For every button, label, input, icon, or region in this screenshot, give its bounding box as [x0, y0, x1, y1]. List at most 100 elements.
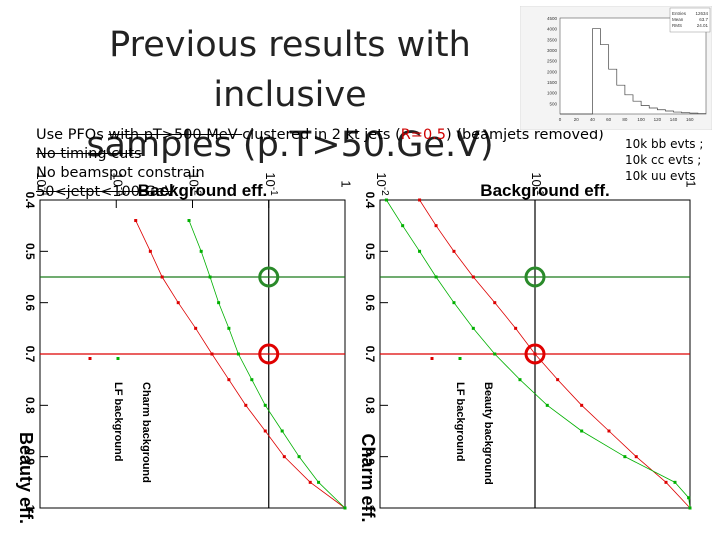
histogram-y-tick: 3000 — [547, 48, 558, 53]
data-point — [580, 403, 584, 407]
efficiency-tick-label: 0.4 — [363, 192, 377, 209]
histogram-x-tick: 140 — [670, 117, 678, 122]
background-tick-label: 1 — [339, 180, 354, 187]
efficiency-axis-title: Beauty eff. — [16, 432, 36, 524]
histogram-stat-value: 24.01 — [697, 23, 709, 28]
histogram-y-tick: 2000 — [547, 69, 558, 74]
histogram-x-tick: 80 — [622, 117, 628, 122]
histogram-y-tick: 500 — [549, 101, 557, 106]
histogram-stat-name: Entries — [672, 11, 687, 16]
notes-text: clustered in 2 kt jets ( — [242, 127, 401, 143]
title-line-1: Previous results with inclusive — [109, 25, 471, 115]
data-point — [493, 301, 497, 305]
legend-marker — [430, 357, 434, 360]
efficiency-tick-label: 0.7 — [23, 346, 37, 363]
data-point — [236, 352, 240, 356]
series-line-beauty-background — [386, 199, 691, 509]
histogram-bars — [560, 28, 706, 115]
notes-line-3: No beamspot constrain — [36, 165, 205, 181]
efficiency-axis-title: Charm eff. — [358, 433, 378, 522]
data-point — [308, 480, 312, 484]
histogram-stat-value: 12634 — [695, 11, 708, 16]
efficiency-tick-label: 1 — [23, 505, 37, 512]
data-point — [176, 301, 180, 305]
data-point — [580, 429, 584, 433]
efficiency-tick-label: 0.6 — [363, 294, 377, 311]
data-point — [217, 301, 221, 305]
notes-text: Use PFOs — [36, 127, 109, 143]
legend-marker — [458, 357, 462, 360]
histogram-x-tick: 0 — [559, 117, 562, 122]
data-point — [434, 224, 438, 228]
data-point — [518, 378, 522, 382]
background-tick-label: 10-1 — [262, 172, 279, 196]
data-point — [401, 224, 405, 228]
data-point — [208, 275, 212, 279]
histogram-stats-box — [669, 7, 711, 33]
background-tick-label: 10-2 — [186, 172, 203, 196]
efficiency-panel-2: 0.4 0.5 0.6 0.7 0.8 0.9 1 10-2 10-1 1 Background e… — [358, 172, 699, 522]
data-point — [533, 352, 537, 356]
data-point — [452, 249, 456, 253]
notes-text: ) (beamjets removed) — [446, 127, 604, 143]
histogram-y-tick: 3500 — [547, 37, 558, 42]
sample-sizes: 10k bb evts ; 10k cc evts ; 10k uu evts — [625, 136, 703, 184]
data-point — [187, 219, 191, 223]
sample-size-cc: 10k cc evts ; — [625, 153, 702, 167]
radius-value: R=0.5 — [400, 127, 447, 143]
working-point-marker — [258, 266, 280, 288]
legend-marker — [88, 357, 92, 360]
data-point — [199, 249, 203, 253]
data-point — [244, 403, 248, 407]
background-axis-title: Background eff. — [138, 181, 267, 200]
data-point — [297, 455, 301, 459]
sample-size-uu: 10k uu evts — [625, 169, 696, 183]
title-line-2: samples (p.T>50.Ge.V) — [86, 125, 494, 165]
histogram-x-tick: 120 — [654, 117, 662, 122]
data-point — [343, 506, 347, 510]
data-point — [317, 480, 321, 484]
series-line-lf-background — [135, 220, 346, 509]
legend-label: LF background — [454, 382, 466, 461]
data-point — [418, 198, 422, 202]
data-point — [673, 480, 677, 484]
data-point — [623, 455, 627, 459]
data-point — [210, 352, 214, 356]
efficiency-tick-label: 0.9 — [363, 448, 377, 465]
efficiency-panel-1: 0.4 0.5 0.6 0.7 0.8 0.9 1 10-4 10-3 10-2 10-1 1 Back… — [16, 172, 354, 524]
background-tick-label: 10-2 — [374, 172, 391, 196]
histogram-y-tick: 1500 — [547, 80, 558, 85]
histogram-x-tick: 160 — [686, 117, 694, 122]
working-point-marker — [258, 343, 280, 365]
background-axis-title: Background eff. — [480, 181, 609, 200]
data-point — [148, 249, 152, 253]
histogram-x-tick: 40 — [590, 117, 596, 122]
working-point-marker — [524, 266, 546, 288]
data-point — [282, 455, 286, 459]
efficiency-tick-label: 0.4 — [23, 192, 37, 209]
data-point — [384, 198, 388, 202]
efficiency-tick-label: 0.8 — [363, 397, 377, 414]
histogram-x-tick: 60 — [606, 117, 612, 122]
histogram-x-tick: 100 — [637, 117, 645, 122]
data-point — [514, 326, 518, 330]
data-point — [227, 378, 231, 382]
background-tick-label: 1 — [684, 180, 699, 187]
data-point — [607, 429, 611, 433]
efficiency-tick-label: 0.8 — [23, 397, 37, 414]
histogram-stat-name: Mean — [672, 17, 684, 22]
jet-pt-histogram: 500 1000 1500 2000 2500 3000 3500 4000 4500 0 20 40… — [520, 6, 712, 130]
notes-line-2: No timing cuts — [36, 146, 142, 162]
data-point — [687, 496, 691, 500]
series-line-charm-background — [188, 220, 346, 509]
data-point — [194, 326, 198, 330]
data-point — [471, 275, 475, 279]
efficiency-tick-label: 0.6 — [23, 294, 37, 311]
analysis-notes: Use PFOs with pT>500 MeV clustered in 2 … — [36, 126, 604, 202]
legend-label: Beauty background — [482, 382, 494, 485]
data-point — [160, 275, 164, 279]
data-point — [664, 480, 668, 484]
working-point-marker — [524, 343, 546, 365]
histogram-x-tick: 20 — [574, 117, 580, 122]
histogram-y-tick: 4000 — [547, 27, 558, 32]
